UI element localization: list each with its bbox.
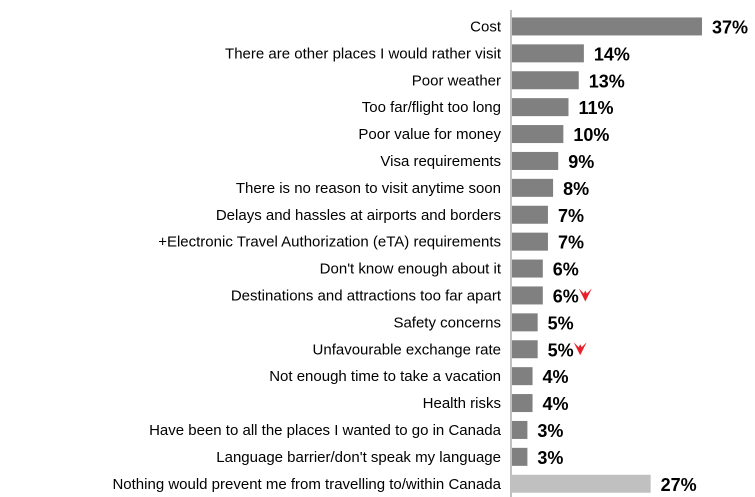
category-label: There is no reason to visit anytime soon: [236, 180, 501, 197]
category-label: Unfavourable exchange rate: [313, 341, 501, 358]
value-label: 5%: [548, 313, 574, 333]
value-label: 4%: [543, 394, 569, 414]
category-label: Safety concerns: [393, 314, 501, 331]
category-label: +Electronic Travel Authorization (eTA) r…: [158, 234, 501, 251]
bar: [512, 313, 538, 332]
value-label: 9%: [568, 152, 594, 172]
bar: [512, 232, 548, 251]
category-label: Delays and hassles at airports and borde…: [216, 207, 501, 224]
bar: [512, 17, 702, 36]
bar: [512, 447, 528, 466]
bar: [512, 205, 548, 224]
value-label: 4%: [543, 367, 569, 387]
decrease-arrow-icon: [573, 342, 587, 356]
category-label: Too far/flight too long: [362, 99, 501, 116]
value-label: 6%: [553, 286, 579, 306]
value-label: 7%: [558, 206, 584, 226]
bar: [512, 44, 584, 63]
value-label: 37%: [712, 17, 748, 37]
bar: [512, 474, 651, 493]
value-label: 7%: [558, 233, 584, 253]
category-label: There are other places I would rather vi…: [225, 45, 502, 62]
bar: [512, 98, 569, 117]
value-label: 11%: [578, 98, 613, 118]
bar: [512, 340, 538, 359]
decrease-arrow-icon: [578, 288, 592, 302]
bar: [512, 125, 564, 144]
bar: [512, 178, 554, 197]
category-label: Destinations and attractions too far apa…: [231, 287, 502, 304]
category-label: Poor weather: [412, 72, 501, 89]
category-label: Not enough time to take a vacation: [269, 368, 501, 385]
category-label: Nothing would prevent me from travelling…: [112, 476, 501, 493]
bar: [512, 71, 579, 90]
category-label: Visa requirements: [380, 153, 501, 170]
value-label: 6%: [553, 260, 579, 280]
category-label: Don't know enough about it: [320, 261, 502, 278]
value-label: 3%: [537, 448, 563, 468]
value-label: 3%: [537, 421, 563, 441]
value-label: 10%: [573, 125, 609, 145]
value-label: 27%: [661, 475, 697, 495]
value-label: 8%: [563, 179, 589, 199]
category-label: Health risks: [423, 395, 501, 412]
category-label: Poor value for money: [358, 126, 501, 143]
bar: [512, 286, 543, 305]
bar: [512, 420, 528, 439]
bar: [512, 394, 533, 413]
value-label: 13%: [589, 71, 625, 91]
value-label: 14%: [594, 44, 630, 64]
value-label: 5%: [548, 340, 574, 360]
bar: [512, 367, 533, 386]
category-label: Language barrier/don't speak my language: [216, 449, 501, 466]
bar: [512, 151, 559, 170]
bar: [512, 259, 543, 278]
category-label: Have been to all the places I wanted to …: [149, 422, 502, 439]
category-label: Cost: [470, 18, 502, 35]
